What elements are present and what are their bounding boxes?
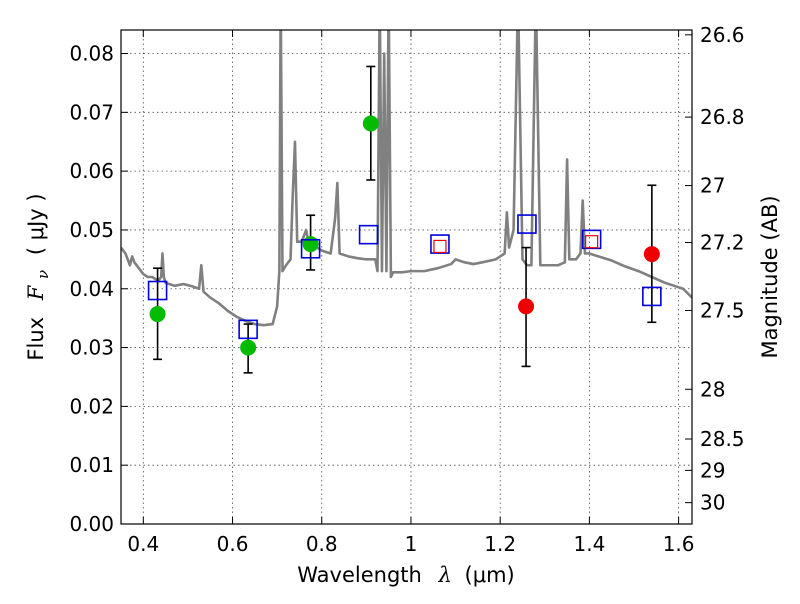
y-axis-label: Flux F ν ( μJy ) [24, 193, 53, 360]
y-tick-label: 0.02 [69, 394, 114, 418]
blue-square-point [300, 238, 321, 259]
plot-frame [120, 29, 693, 525]
y2-tick-label: 30 [700, 491, 725, 515]
y-tick-label: 0.07 [69, 100, 114, 124]
green-circle-point [362, 115, 379, 132]
y-axis-label-symbol: F [24, 284, 48, 301]
x-axis-ticks: 0.4 0.6 0.8 1 1.2 1.4 1.6 [127, 30, 695, 556]
y-axis-label-subscript: ν [34, 270, 52, 279]
x-tick-label: 0.6 [217, 532, 249, 556]
y2-tick-label: 27.5 [700, 298, 745, 322]
x-tick-label: 1.2 [484, 532, 516, 556]
y-axis-label-unit: ( μJy ) [24, 193, 48, 255]
y-tick-label: 0.01 [69, 453, 114, 477]
y2-tick-label: 27.2 [700, 231, 745, 255]
blue-square-point [147, 280, 168, 301]
y-tick-label: 0.05 [69, 218, 114, 242]
x-axis-label-symbol: λ [438, 563, 452, 587]
x-tick-label: 0.8 [306, 532, 338, 556]
x-axis-label-text: Wavelength [297, 563, 422, 587]
x-tick-label: 1.6 [663, 532, 695, 556]
red-small-square-point [433, 239, 447, 254]
blue-square-point [430, 234, 450, 254]
blue-square-point [517, 214, 537, 234]
red-circle-point [518, 298, 535, 315]
green-circle-point [149, 306, 166, 323]
y2-axis-ticks: 26.6 26.8 27 27.2 27.5 28 28.5 29 30 [685, 23, 745, 515]
y2-tick-label: 26.8 [700, 105, 745, 129]
red-circle-point [643, 246, 660, 263]
y-axis-label-text: Flux [24, 317, 48, 361]
x-tick-label: 1 [405, 532, 418, 556]
y-tick-label: 0.03 [69, 336, 114, 360]
blue-square-point [642, 286, 662, 307]
x-axis-label: Wavelength λ (μm) [297, 563, 514, 587]
y-tick-label: 0.06 [69, 159, 114, 183]
y-tick-label: 0.04 [69, 277, 114, 301]
green-circle-point [240, 339, 257, 356]
red-small-square-point [585, 235, 599, 249]
green-circle-point [302, 236, 319, 253]
y-tick-label: 0.00 [69, 512, 114, 536]
model-spectrum-line [121, 30, 692, 327]
model-spectrum-layer [121, 30, 692, 327]
y2-tick-label: 28 [700, 377, 725, 401]
blue-square-point [358, 224, 379, 245]
x-tick-label: 0.4 [127, 532, 159, 556]
y2-tick-label: 28.5 [700, 427, 745, 451]
blue-square-point [238, 319, 258, 340]
y2-tick-label: 26.6 [700, 23, 745, 47]
x-tick-label: 1.4 [573, 532, 605, 556]
y2-tick-label: 27 [700, 174, 725, 198]
y2-tick-label: 29 [700, 458, 725, 482]
data-points-layer [147, 65, 662, 374]
x-axis-label-unit: (μm) [465, 563, 515, 587]
blue-square-point [581, 229, 602, 250]
y-tick-label: 0.08 [69, 42, 114, 66]
y2-axis-label: Magnitude (AB) [758, 195, 782, 358]
y-axis-ticks: 0.00 0.01 0.02 0.03 0.04 0.05 0.06 0.07 0.08 [69, 42, 128, 536]
